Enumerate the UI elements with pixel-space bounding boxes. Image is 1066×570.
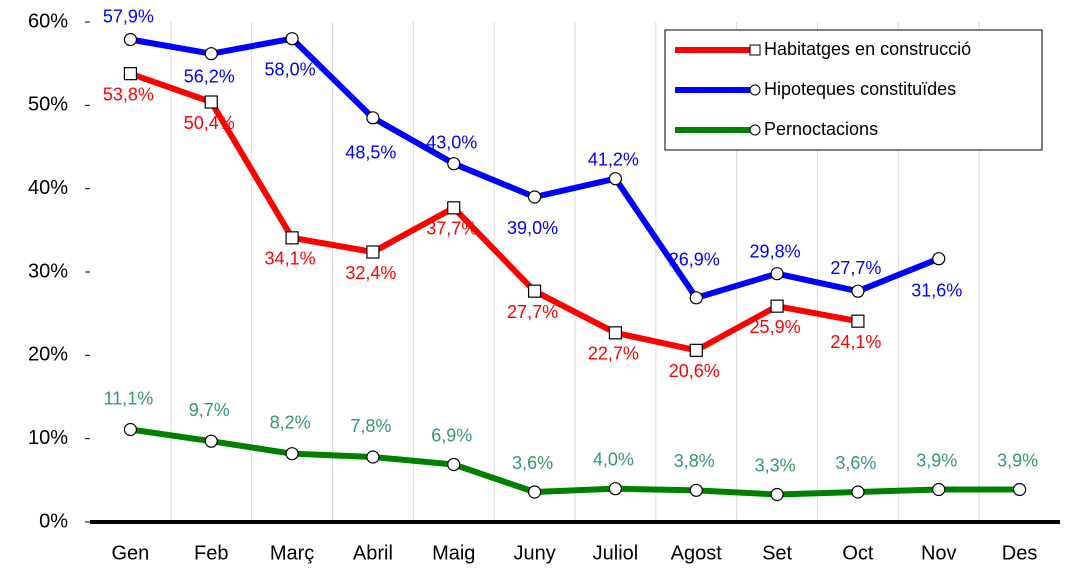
marker: [608, 326, 623, 340]
data-label: 48,5%: [345, 143, 396, 163]
data-label: 3,9%: [997, 450, 1038, 470]
series-line: [129, 426, 1020, 498]
x-tick-label: Nov: [921, 542, 957, 564]
data-label: 4,0%: [593, 449, 634, 469]
marker: [123, 422, 138, 437]
marker: [770, 267, 784, 281]
marker: [608, 482, 623, 496]
marker: [204, 95, 218, 109]
data-label: 58,0%: [265, 59, 316, 79]
marker: [123, 32, 138, 47]
legend-label: Hipoteques constituïdes: [764, 79, 956, 99]
x-tick-label: Feb: [194, 542, 228, 564]
data-label: 9,7%: [189, 400, 230, 420]
marker: [366, 111, 380, 125]
data-label: 3,8%: [674, 451, 715, 471]
data-label: 24,1%: [830, 332, 881, 352]
y-tick-label: 40%: [28, 177, 68, 199]
x-tick-label: Oct: [842, 542, 874, 564]
marker: [770, 299, 784, 313]
marker: [285, 447, 299, 461]
marker: [851, 284, 865, 298]
marker: [689, 483, 703, 497]
data-label: 27,7%: [830, 258, 881, 278]
marker: [608, 172, 623, 186]
marker: [447, 157, 461, 171]
marker: [447, 201, 461, 215]
marker: [689, 343, 703, 357]
legend-marker: [749, 84, 761, 96]
data-label: 56,2%: [184, 66, 235, 86]
marker: [285, 231, 299, 245]
data-label: 22,7%: [588, 344, 639, 364]
marker: [932, 252, 946, 266]
x-tick-label: Març: [270, 542, 314, 564]
data-label: 43,0%: [426, 132, 477, 152]
marker: [527, 284, 542, 298]
data-label: 32,4%: [345, 263, 396, 283]
data-label: 6,9%: [431, 425, 472, 445]
marker: [447, 457, 461, 472]
data-label: 20,6%: [669, 361, 720, 381]
x-tick-label: Abril: [353, 542, 393, 564]
x-tick-label: Des: [1002, 542, 1038, 564]
y-tick-label: 20%: [28, 344, 68, 366]
data-label: 39,0%: [507, 218, 558, 238]
legend-marker: [749, 44, 761, 56]
marker: [123, 67, 138, 81]
legend-marker: [749, 124, 761, 136]
data-label: 3,9%: [916, 450, 957, 470]
data-label: 25,9%: [750, 317, 801, 337]
data-label: 26,9%: [669, 250, 720, 270]
y-tick-label: 0%: [39, 510, 68, 532]
marker: [689, 291, 703, 305]
marker: [204, 47, 218, 61]
legend-label: Pernoctacions: [764, 119, 878, 139]
y-tick-label: 10%: [28, 427, 68, 449]
data-label: 53,8%: [103, 84, 154, 104]
data-label: 11,1%: [104, 388, 154, 408]
y-tick-label: 60%: [28, 10, 68, 32]
marker: [851, 485, 865, 499]
y-tick-label: 50%: [28, 94, 68, 116]
data-label: 41,2%: [588, 149, 639, 169]
data-label: 50,4%: [184, 113, 235, 133]
data-label: 8,2%: [270, 412, 311, 432]
marker: [285, 32, 299, 46]
legend-label: Habitatges en construcció: [764, 39, 971, 59]
series-line: [129, 70, 859, 354]
data-label: 3,6%: [835, 453, 876, 473]
data-label: 3,6%: [512, 453, 553, 473]
x-tick-label: Agost: [671, 542, 723, 564]
marker: [527, 485, 542, 499]
x-tick-label: Maig: [432, 542, 475, 564]
data-label: 27,7%: [507, 302, 558, 322]
data-label: 7,8%: [350, 416, 391, 436]
data-label: 37,7%: [426, 219, 477, 239]
marker: [527, 190, 542, 204]
x-tick-label: Gen: [112, 542, 150, 564]
marker: [770, 487, 784, 502]
data-label: 57,9%: [103, 6, 154, 26]
data-label: 3,3%: [755, 455, 796, 475]
marker: [932, 482, 946, 497]
x-tick-label: Set: [762, 542, 792, 564]
x-tick-label: Juliol: [593, 542, 639, 564]
marker: [366, 450, 380, 464]
x-tick-label: Juny: [513, 542, 555, 564]
marker: [366, 245, 380, 259]
marker: [1012, 482, 1027, 497]
marker: [851, 314, 865, 328]
data-label: 31,6%: [911, 280, 962, 300]
data-label: 34,1%: [265, 249, 316, 269]
y-tick-label: 30%: [28, 260, 68, 282]
marker: [204, 434, 218, 448]
data-label: 29,8%: [750, 241, 801, 261]
